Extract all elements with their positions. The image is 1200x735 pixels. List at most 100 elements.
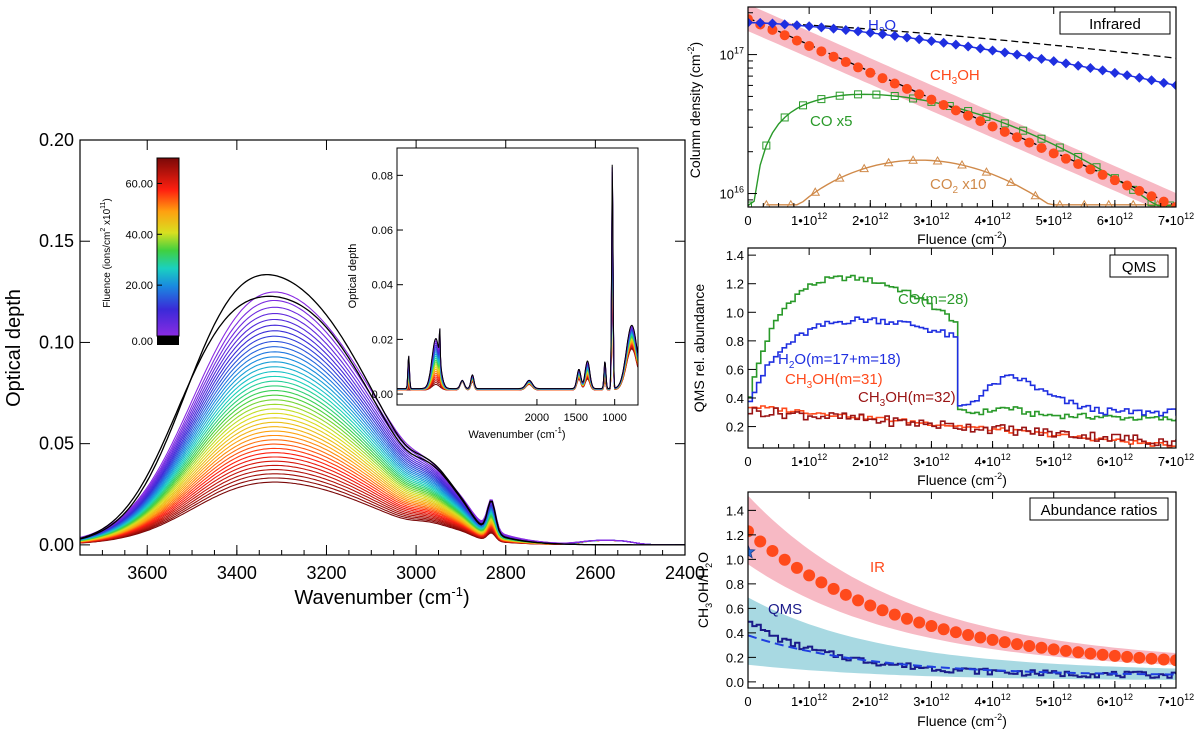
rat-ytick-label-7: 1.4: [726, 503, 744, 518]
label-co2: CO2 x10: [930, 176, 986, 196]
qms-series-2: [748, 405, 1176, 448]
rat-ytick-label-4: 0.8: [726, 577, 744, 592]
rat-xtick-label-0: 0: [744, 694, 751, 709]
rat-ir-marker-64: [1133, 651, 1146, 664]
inset-spectrum-black: [397, 164, 638, 390]
inset-xtick-label-1500: 1500: [564, 412, 588, 424]
xtick-label-3600: 3600: [127, 563, 167, 583]
ir-co2-marker-60: [1129, 199, 1138, 207]
xtick-label-2400: 2400: [665, 563, 705, 583]
qms-xtick-label-6: 6•1012: [1097, 452, 1133, 469]
ir-co2-marker-40: [1006, 177, 1016, 186]
qms-xtick-label-5: 5•1012: [1036, 452, 1072, 469]
qms-series-0: [748, 274, 1176, 422]
label-ch3oh: CH3OH: [930, 67, 980, 87]
label-ch3oh-m31: CH3OH(m=31): [785, 371, 883, 391]
ir-co-marker-39: [982, 112, 991, 121]
ir-co2-line: [766, 159, 1176, 206]
qms-xtick-label-2: 2•1012: [852, 452, 888, 469]
ir-ytick-label-0: 1017: [720, 46, 744, 63]
ir-co2-marker-0: [762, 199, 771, 207]
rat-ir-marker-62: [1121, 650, 1134, 663]
rat-ir-marker-14: [827, 582, 840, 595]
ir-co-marker-0: [748, 201, 752, 207]
ir-co2-marker-56: [1104, 199, 1113, 207]
rat-ir-marker-70: [1170, 654, 1176, 667]
ir-ch3oh-marker-46: [1024, 137, 1035, 148]
ir-h2o-marker-9: [853, 26, 864, 37]
rat-qms-fit: [748, 634, 1176, 676]
rat-ir-marker-28: [913, 616, 926, 629]
qms-frame: [747, 247, 1177, 449]
ratios-title: Abundance ratios: [1041, 502, 1158, 519]
ir-h2o-marker-6: [816, 22, 827, 33]
ir-h2o-marker-10: [865, 27, 876, 38]
label-h2o: H2O: [868, 17, 896, 37]
ir-h2o-marker-23: [1024, 51, 1035, 62]
rat-ir-marker-26: [900, 612, 913, 625]
qms-panel: 0 1•1012 2•1012 3•1012 4•1012 5•1012 6•1012 7•1…: [691, 247, 1194, 488]
inset-ytick-label-2: 0.04: [372, 280, 393, 292]
inset-axes: 2000 1500 1000 0.00 0.02 0.04 0.06 0.08: [372, 170, 627, 424]
ir-ch3oh-marker-30: [926, 94, 937, 105]
ir-ch3oh-marker-40: [987, 121, 998, 132]
rat-xtick-label-5: 5•1012: [1036, 692, 1072, 709]
rat-ir-marker-22: [876, 604, 889, 617]
ir-xtick-label-7: 7•1012: [1158, 211, 1194, 228]
qms-xlabel: Fluence (cm-2): [917, 471, 1007, 488]
ir-co2-marker-32: [957, 159, 967, 169]
rat-ytick-label-5: 1.0: [726, 552, 744, 567]
ir-ch3oh-marker-36: [963, 110, 974, 121]
ir-co-marker-48: [1037, 134, 1046, 143]
ir-co2-marker-20: [883, 157, 894, 167]
rat-ir-marker-32: [937, 623, 950, 636]
ir-ch3oh-marker-22: [877, 73, 888, 84]
ytick-label-3: 0.15: [39, 231, 74, 251]
ir-h2o-marker-18: [963, 41, 974, 52]
rat-xtick-label-6: 6•1012: [1097, 692, 1133, 709]
spectra-axes: 3600 3400 3200 3000 2800 2600 2400 0.00 0.05 0.10…: [39, 130, 705, 583]
rat-ytick-label-0: 0.0: [726, 675, 744, 690]
ir-ch3oh-marker-28: [914, 89, 925, 100]
rat-ir-marker-4: [766, 544, 779, 557]
ratios-title-box: [1029, 497, 1169, 521]
qms-xtick-label-0: 0: [744, 454, 751, 469]
rat-ir-marker-42: [998, 636, 1011, 649]
ir-xtick-label-4: 4•1012: [974, 211, 1010, 228]
ir-ch3oh-marker-42: [999, 126, 1010, 137]
qms-ytick-label-2: 0.6: [726, 362, 744, 377]
ir-ch3oh-marker-52: [1060, 153, 1071, 164]
rat-ytick-label-2: 0.4: [726, 626, 744, 641]
qms-ytick-label-3: 0.8: [726, 334, 744, 349]
label-ir: IR: [870, 559, 885, 576]
cb-tick-label-2: 40.00: [125, 229, 153, 241]
qms-title: QMS: [1122, 259, 1156, 276]
xtick-label-2800: 2800: [486, 563, 526, 583]
ir-ch3oh-marker-26: [901, 83, 912, 94]
ir-co-marker-24: [890, 92, 899, 101]
ir-ch3oh-marker-20: [865, 67, 876, 78]
rat-xtick-label-4: 4•1012: [974, 692, 1010, 709]
rat-xtick-label-3: 3•1012: [913, 692, 949, 709]
ir-h2o-marker-21: [999, 47, 1010, 58]
ir-co2-marker-44: [1030, 190, 1041, 200]
label-ch3oh-m32: CH3OH(m=32): [858, 389, 956, 409]
infrared-series: [748, 7, 1176, 207]
ir-ch3oh-marker-16: [840, 57, 851, 68]
infrared-axes: 0 1•1012 2•1012 3•1012 4•1012 5•1012 6•1012 7•1…: [720, 7, 1194, 228]
rat-ir-marker-48: [1035, 641, 1048, 654]
ir-co2-marker-36: [981, 167, 992, 176]
ir-h2o-marker-3: [779, 19, 790, 30]
xtick-label-3000: 3000: [396, 563, 436, 583]
ratios-series: [748, 495, 1176, 680]
spectra-ylabel: Optical depth: [3, 289, 25, 407]
ir-h2o-marker-28: [1085, 63, 1096, 74]
ir-ch3oh-marker-12: [816, 46, 827, 57]
rat-ir-marker-20: [864, 599, 877, 612]
spectra-xlabel: Wavenumber (cm-1): [294, 584, 469, 609]
ratios-panel: 0 1•1012 2•1012 3•1012 4•1012 5•1012 6•1012 7•1…: [695, 491, 1194, 729]
ir-h2o-marker-0: [748, 17, 753, 28]
inset-ytick-label-1: 0.02: [372, 334, 393, 346]
colorbar-ticks: 0.00 20.00 40.00 60.00: [125, 178, 162, 348]
